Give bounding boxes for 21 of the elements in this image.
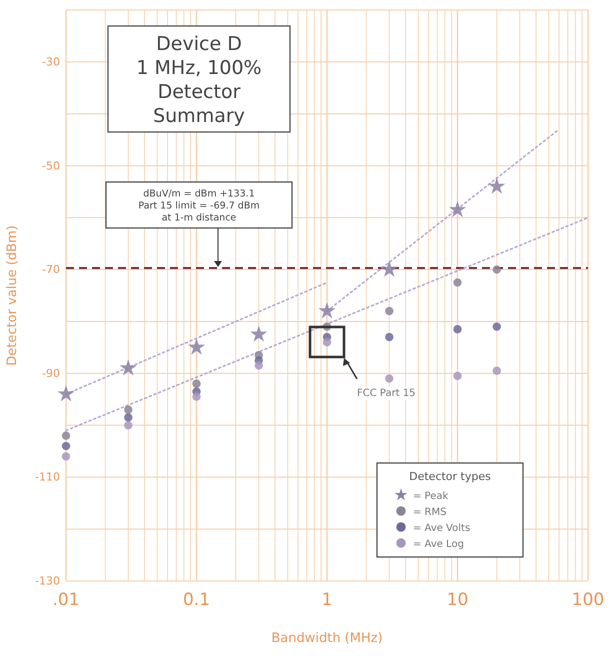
y-tick-label: -30 [42,55,60,68]
annotation: FCC Part 15 [357,388,416,399]
y-tick-label: -50 [42,159,60,172]
ref-line-label: dBuV/m = dBm +133.1 Part 15 limit = -69.7 dBm at 1-m distance [138,188,260,224]
legend-title: Detector types [409,470,492,483]
x-tick-label: .01 [52,590,80,610]
legend-label: = Ave Volts [413,523,470,534]
x-tick-label: 100 [572,590,604,610]
legend-label: = Ave Log [413,539,464,550]
legend-label: = Peak [413,491,449,502]
text: Device D 1 MHz, 100% Detector Summary [136,33,262,128]
y-tick-label: -70 [42,263,60,276]
y-tick-label: -130 [35,574,60,588]
x-tick-label: 0.1 [182,590,210,610]
x-axis-title: Bandwidth (MHz) [271,631,383,646]
legend-label: = RMS [413,507,446,518]
y-tick-label: -90 [42,366,60,380]
x-tick-label: 10 [446,590,468,610]
x-tick-label: 1 [322,590,332,610]
y-tick-label: -110 [35,470,60,484]
y-axis-title: Detector value (dBm) [5,225,20,366]
